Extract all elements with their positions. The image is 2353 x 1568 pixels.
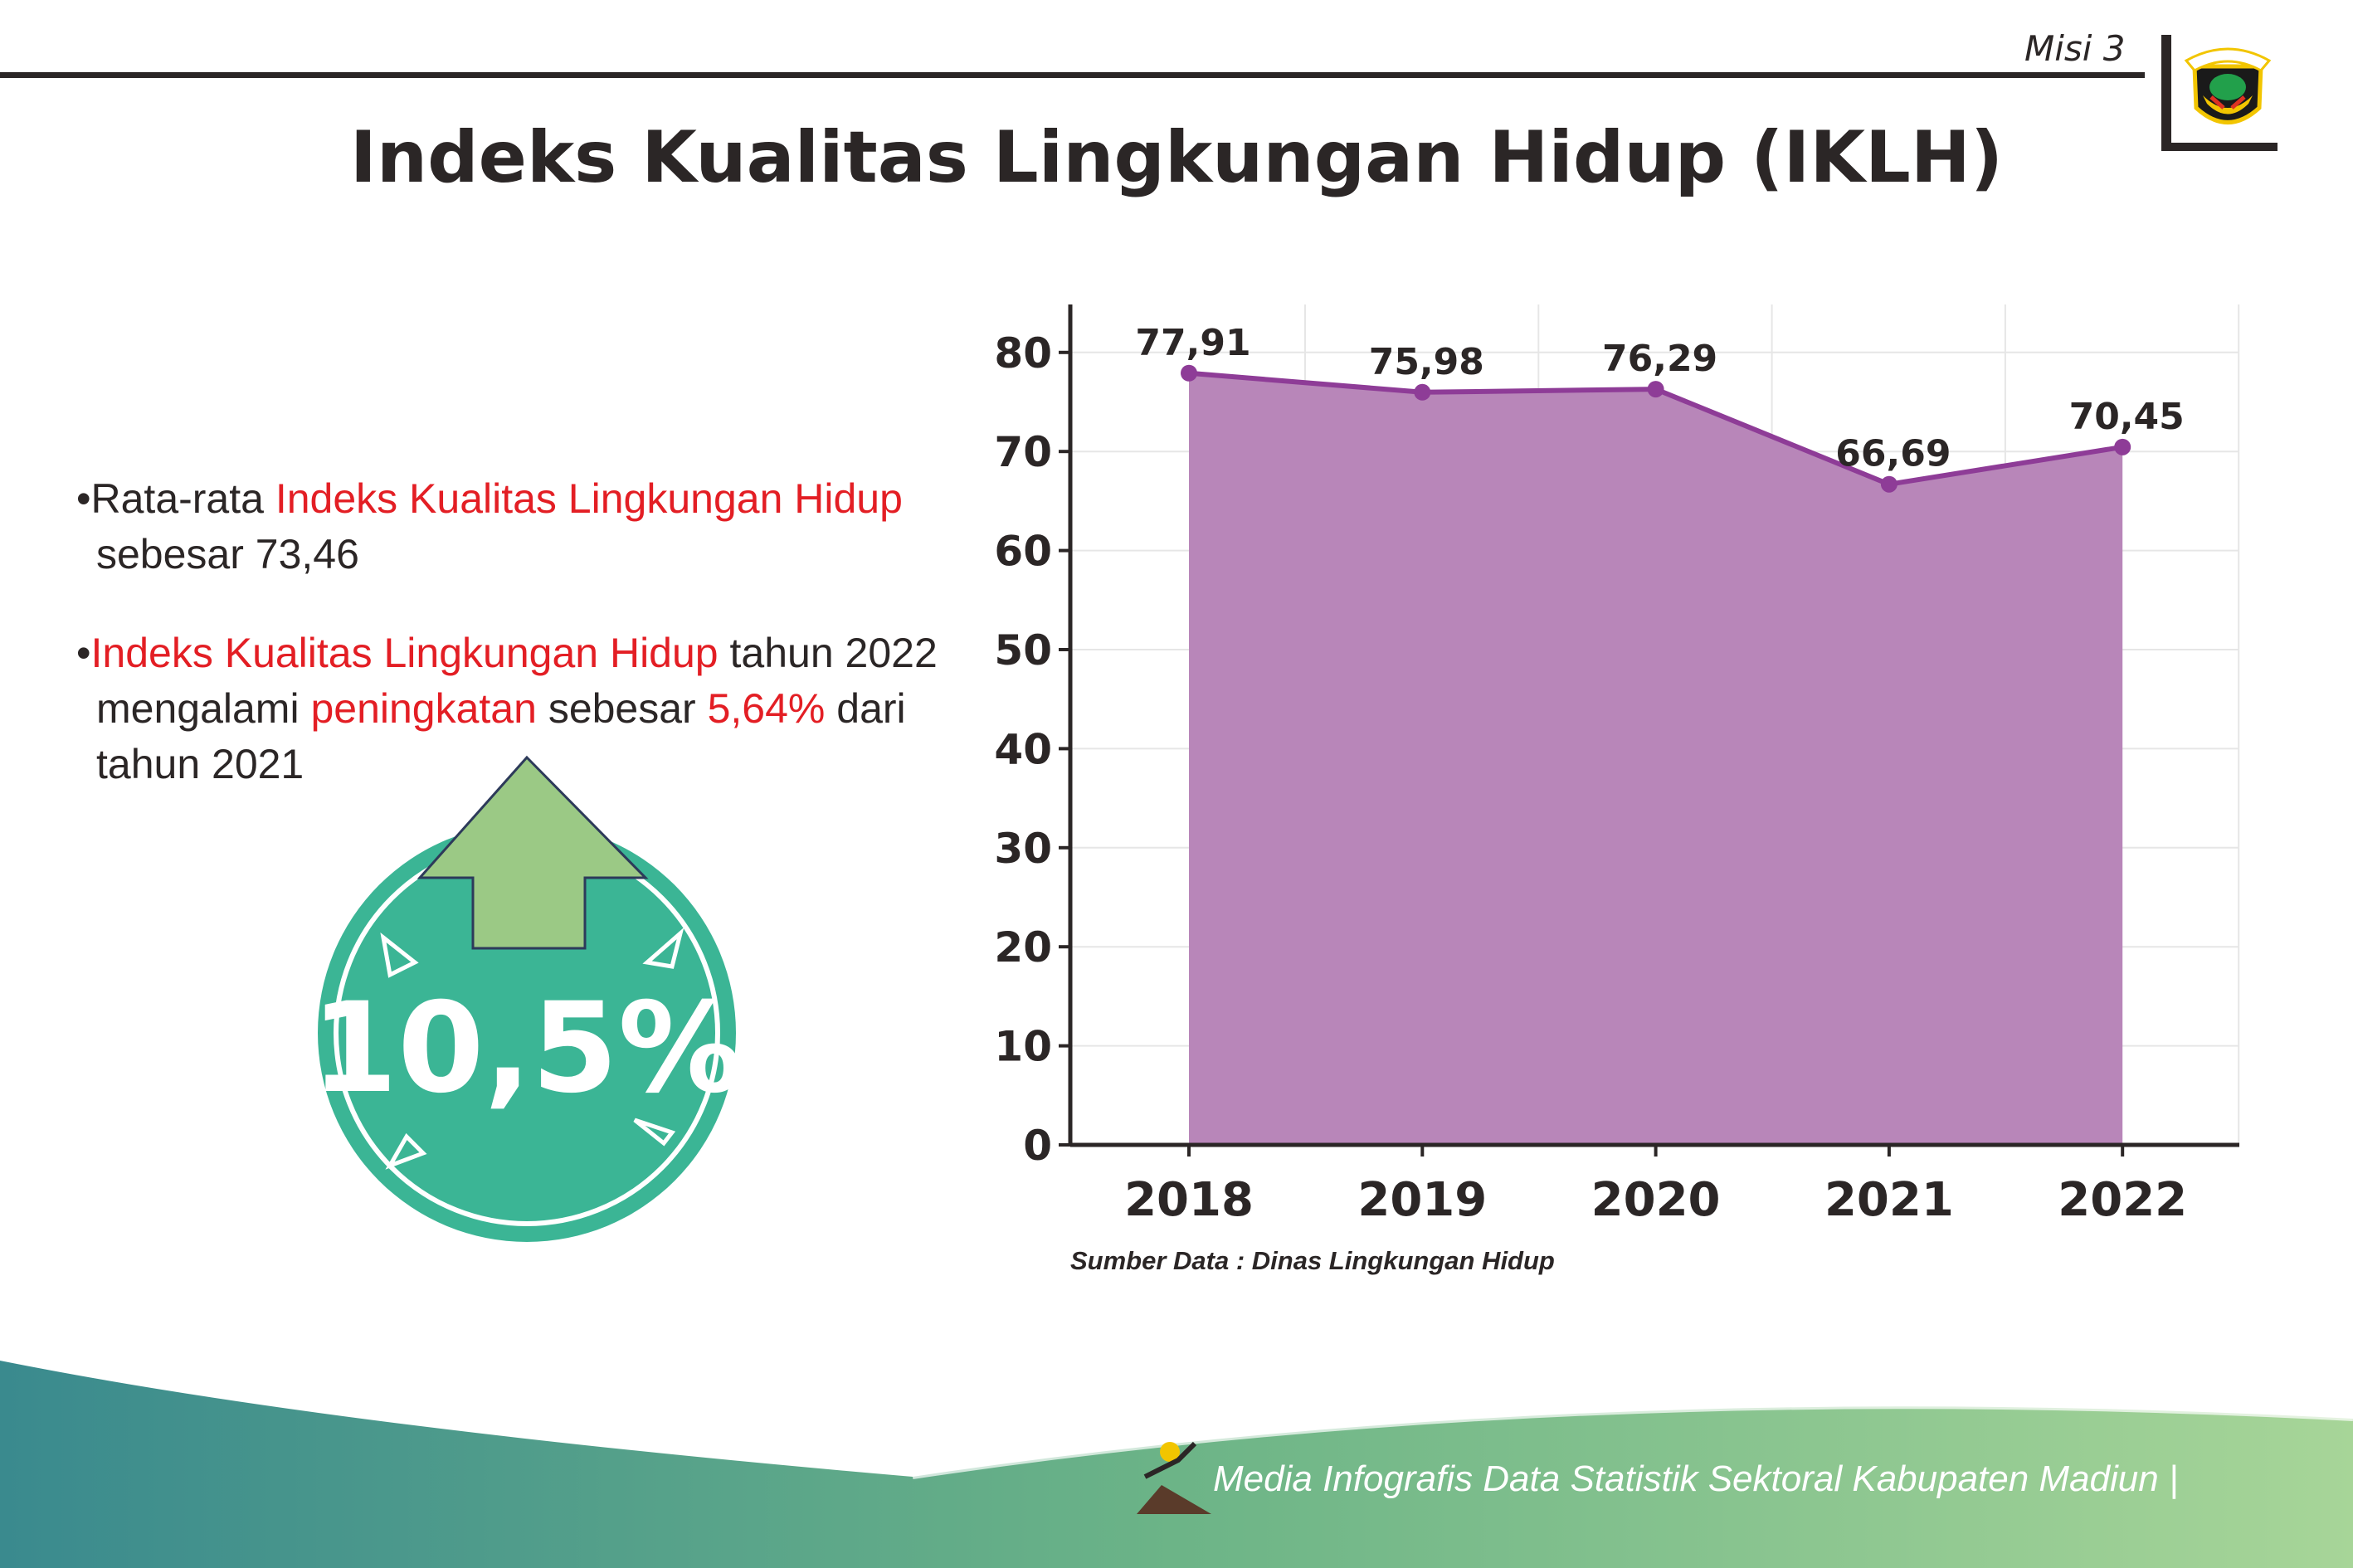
highlight: Indeks Kualitas Lingkungan Hidup — [90, 630, 719, 676]
bullet-average: •Rata-rata Indeks Kualitas Lingkungan Hi… — [76, 471, 903, 582]
area-fill — [1189, 373, 2123, 1145]
data-point — [1880, 475, 1898, 493]
text: sebesar 73,46 — [96, 531, 359, 577]
data-label: 70,45 — [2069, 396, 2185, 438]
data-point — [2114, 438, 2131, 455]
highlight: 5,64% — [707, 685, 826, 732]
data-label: 77,91 — [1135, 322, 1250, 364]
iklh-chart: 0 10 20 30 40 50 60 70 80 77,91 75,98 76,29 66,69 70,… — [994, 304, 2240, 1227]
y-tick-label: 20 — [994, 923, 1052, 971]
text: tahun 2021 — [96, 741, 304, 787]
runner-logo-icon — [1137, 1441, 1211, 1514]
text: dari — [825, 685, 906, 732]
y-tick-label: 80 — [994, 329, 1052, 377]
badge-circle — [318, 824, 736, 1242]
text: • — [76, 630, 91, 676]
badge-value: 10,5% — [311, 976, 743, 1121]
footer-wave — [0, 1361, 2353, 1568]
x-tick-label: 2022 — [2058, 1173, 2187, 1227]
y-tick-label: 10 — [994, 1023, 1052, 1071]
data-point — [1181, 364, 1197, 382]
growth-badge: 10,5% — [311, 755, 743, 1242]
header-bracket — [2161, 35, 2171, 151]
data-label: 76,29 — [1602, 338, 1717, 380]
footer-text: Media Infografis Data Statistik Sektoral… — [1213, 1458, 2179, 1499]
text: mengalami — [96, 685, 311, 732]
page-title: Indeks Kualitas Lingkungan Hidup (IKLH) — [349, 116, 2004, 199]
data-source: Sumber Data : Dinas Lingkungan Hidup — [1070, 1246, 1555, 1275]
bullet-increase: •Indeks Kualitas Lingkungan Hidup tahun … — [76, 626, 938, 792]
data-label: 66,69 — [1835, 433, 1951, 475]
arrow-up-icon — [417, 755, 649, 950]
x-tick-label: 2021 — [1824, 1173, 1954, 1227]
y-tick-label: 50 — [994, 626, 1052, 674]
section-label: Misi 3 — [2024, 28, 2126, 69]
x-tick-label: 2019 — [1357, 1173, 1487, 1227]
x-tick-label: 2020 — [1591, 1173, 1721, 1227]
madiun-logo-icon — [2184, 47, 2272, 124]
x-tick-label: 2018 — [1124, 1173, 1254, 1227]
y-tick-label: 30 — [994, 825, 1052, 873]
highlight: Indeks Kualitas Lingkungan Hidup — [275, 475, 903, 522]
y-tick-label: 0 — [1023, 1122, 1052, 1170]
y-tick-label: 70 — [994, 428, 1052, 476]
text: •Rata-rata — [76, 475, 275, 522]
data-label: 75,98 — [1369, 341, 1484, 383]
y-tick-label: 60 — [994, 528, 1052, 576]
sparkle-icons — [380, 927, 684, 1170]
data-point — [1414, 383, 1431, 401]
text: tahun 2022 — [718, 630, 938, 676]
header-rule — [0, 72, 2145, 78]
highlight: peningkatan — [310, 685, 537, 732]
text: sebesar — [536, 685, 708, 732]
data-point — [1647, 381, 1664, 398]
header-bracket-bottom — [2161, 143, 2277, 151]
y-tick-label: 40 — [994, 725, 1052, 773]
